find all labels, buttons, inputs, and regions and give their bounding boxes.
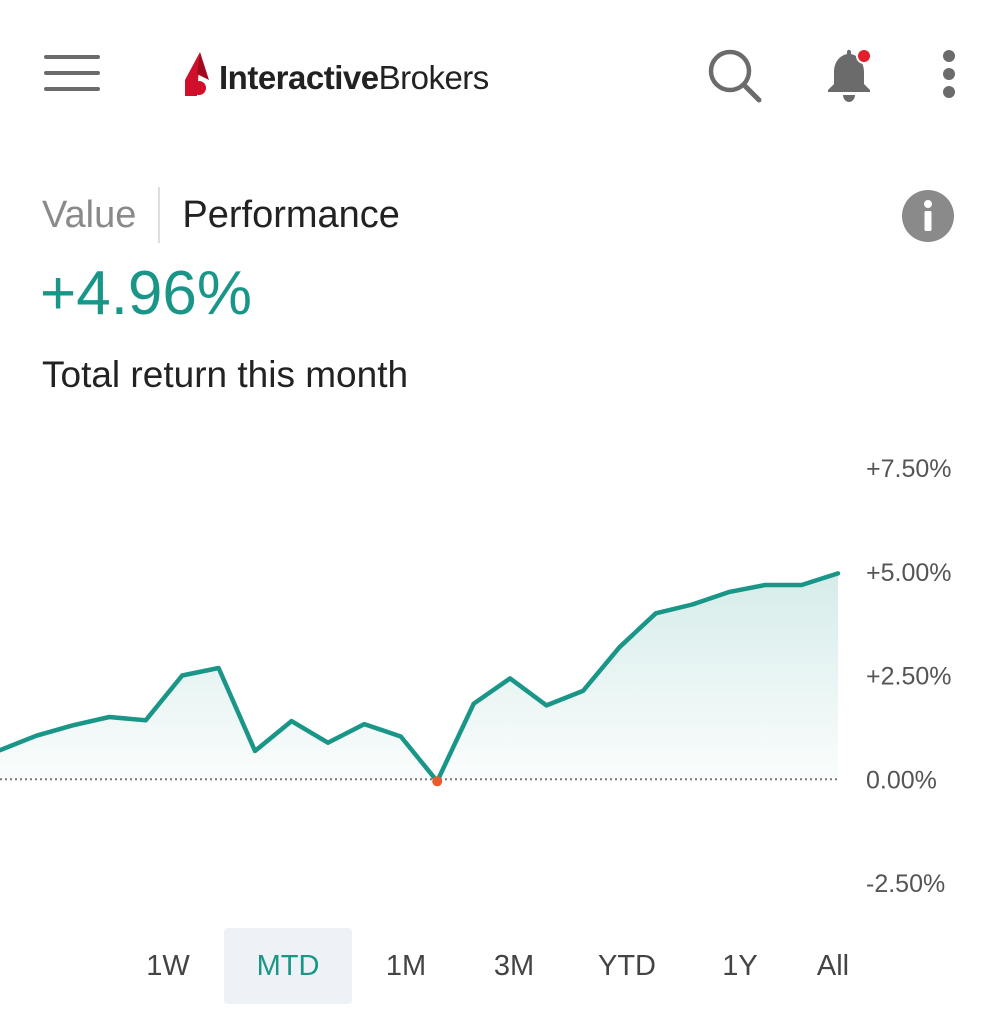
data-point (289, 718, 295, 724)
period-button-3m[interactable]: 3M (493, 950, 535, 982)
data-point (252, 748, 258, 754)
y-tick-label: +7.50% (866, 455, 952, 483)
tab-value[interactable]: Value (42, 194, 137, 236)
app-header: InteractiveBrokers (0, 0, 995, 150)
y-tick-label: 0.00% (866, 766, 937, 794)
logo-text-light: Brokers (378, 58, 490, 96)
data-point (653, 610, 659, 616)
y-tick-label: +5.00% (866, 559, 952, 587)
data-point (544, 702, 550, 708)
total-return-value: +4.96% (40, 259, 253, 328)
search-icon[interactable] (705, 46, 763, 104)
data-point (616, 644, 622, 650)
performance-area (0, 573, 838, 782)
data-point (507, 675, 513, 681)
data-point (70, 722, 76, 728)
period-button-1y[interactable]: 1Y (722, 950, 758, 982)
period-button-1m[interactable]: 1M (385, 950, 427, 982)
period-button-all[interactable]: All (816, 950, 850, 982)
data-point (398, 734, 404, 740)
y-tick-label: +2.50% (866, 663, 952, 691)
period-button-mtd[interactable]: MTD (224, 928, 352, 1004)
period-button-1w[interactable]: 1W (146, 950, 190, 982)
logo: InteractiveBrokers (183, 50, 489, 100)
total-return-label: Total return this month (42, 354, 409, 395)
min-point-marker (432, 776, 443, 787)
data-point (216, 665, 222, 671)
performance-line (0, 571, 841, 784)
y-tick-label: -2.50% (866, 870, 945, 898)
data-point (143, 717, 149, 723)
more-vert-icon[interactable] (936, 48, 964, 100)
tab-divider (158, 187, 161, 243)
menu-icon[interactable] (44, 53, 102, 93)
bell-icon[interactable] (820, 44, 878, 104)
data-point (726, 589, 732, 595)
performance-chart[interactable]: +7.50% +5.00% +2.50% 0.00% -2.50% (0, 440, 995, 920)
data-point (835, 570, 841, 576)
data-point (689, 602, 695, 608)
period-selector: 1W MTD 1M 3M YTD 1Y All (112, 928, 872, 1004)
tab-performance[interactable]: Performance (182, 194, 400, 236)
data-point (762, 582, 768, 588)
logo-text-bold: Interactive (219, 58, 379, 96)
logo-mark-icon (185, 52, 209, 96)
data-point (325, 740, 331, 746)
notification-dot (858, 50, 870, 62)
data-point (361, 721, 367, 727)
view-tabs: Value Performance (42, 186, 400, 244)
data-point (580, 688, 586, 694)
logo-text: InteractiveBrokers (219, 61, 489, 94)
data-point (106, 714, 112, 720)
data-point (33, 733, 39, 739)
data-point (799, 582, 805, 588)
period-button-ytd[interactable]: YTD (598, 950, 656, 982)
data-point (471, 701, 477, 707)
data-point (179, 673, 185, 679)
info-icon[interactable] (902, 190, 954, 242)
